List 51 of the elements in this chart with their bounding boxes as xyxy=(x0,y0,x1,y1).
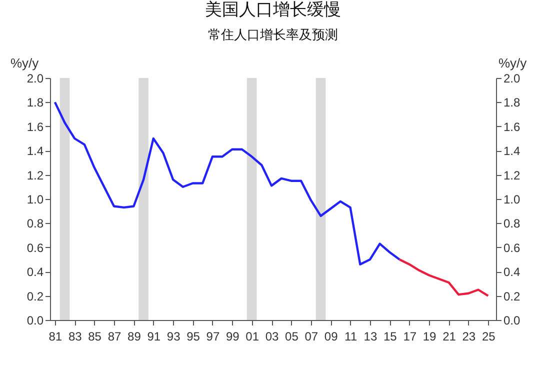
x-tick-label: 01 xyxy=(246,330,260,344)
y-tick-label: 1.0 xyxy=(26,192,44,206)
y2-tick-label: 0.2 xyxy=(504,289,521,304)
x-tick-label: 83 xyxy=(68,330,82,344)
chart-subtitle: 常住人口增长率及预测 xyxy=(208,27,338,42)
x-tick-label: 19 xyxy=(422,330,437,344)
y-tick-label: 0.0 xyxy=(26,314,44,328)
y2-axis-title: %y/y xyxy=(498,56,528,70)
y-tick-label: 0.8 xyxy=(26,216,44,231)
x-tick-label: 89 xyxy=(128,330,142,344)
y-tick-label: 0.6 xyxy=(26,240,44,255)
y2-tick-label: 1.6 xyxy=(504,120,521,134)
x-tick-label: 11 xyxy=(344,330,358,344)
x-tick-label: 99 xyxy=(226,330,240,344)
y-tick-label: 1.6 xyxy=(26,120,44,134)
y-tick-label: 2.0 xyxy=(26,72,44,86)
line-series xyxy=(54,101,401,266)
y2-tick-label: 0.0 xyxy=(504,314,521,328)
x-tick-label: 23 xyxy=(462,330,476,344)
y-tick-label: 0.4 xyxy=(26,265,44,280)
x-tick-label: 17 xyxy=(403,330,417,344)
x-tick-label: 93 xyxy=(166,330,181,344)
x-tick-label: 09 xyxy=(324,330,338,344)
y2-tick-label: 0.6 xyxy=(504,240,521,255)
x-tick-label: 95 xyxy=(186,330,200,344)
y-tick-label: 0.2 xyxy=(26,289,44,304)
y-tick-label: 1.8 xyxy=(26,96,44,110)
x-tick-label: 85 xyxy=(88,330,102,344)
x-tick-label: 07 xyxy=(304,330,318,344)
x-tick-label: 97 xyxy=(206,330,220,344)
y2-tick-label: 1.2 xyxy=(504,168,521,182)
y2-tick-label: 1.8 xyxy=(504,96,521,110)
x-tick-label: 81 xyxy=(48,330,62,344)
chart-title: 美国人口增长缓慢 xyxy=(205,0,341,19)
line-series xyxy=(398,258,490,297)
x-tick-label: 15 xyxy=(383,330,398,344)
x-tick-label: 91 xyxy=(147,330,161,344)
y2-tick-label: 0.4 xyxy=(504,265,521,280)
x-tick-label: 25 xyxy=(482,330,496,344)
x-tick-label: 21 xyxy=(442,330,456,344)
y-axis-title: %y/y xyxy=(10,56,40,70)
y-tick-label: 1.4 xyxy=(26,144,44,158)
y2-tick-label: 0.8 xyxy=(504,216,521,231)
x-tick-label: 03 xyxy=(265,330,280,344)
x-tick-label: 05 xyxy=(285,330,299,344)
x-tick-label: 13 xyxy=(364,330,378,344)
y-tick-label: 1.2 xyxy=(26,168,44,182)
x-tick-label: 87 xyxy=(108,330,122,344)
y2-tick-label: 2.0 xyxy=(504,72,521,86)
y2-tick-label: 1.0 xyxy=(504,192,521,206)
y2-tick-label: 1.4 xyxy=(504,144,521,158)
